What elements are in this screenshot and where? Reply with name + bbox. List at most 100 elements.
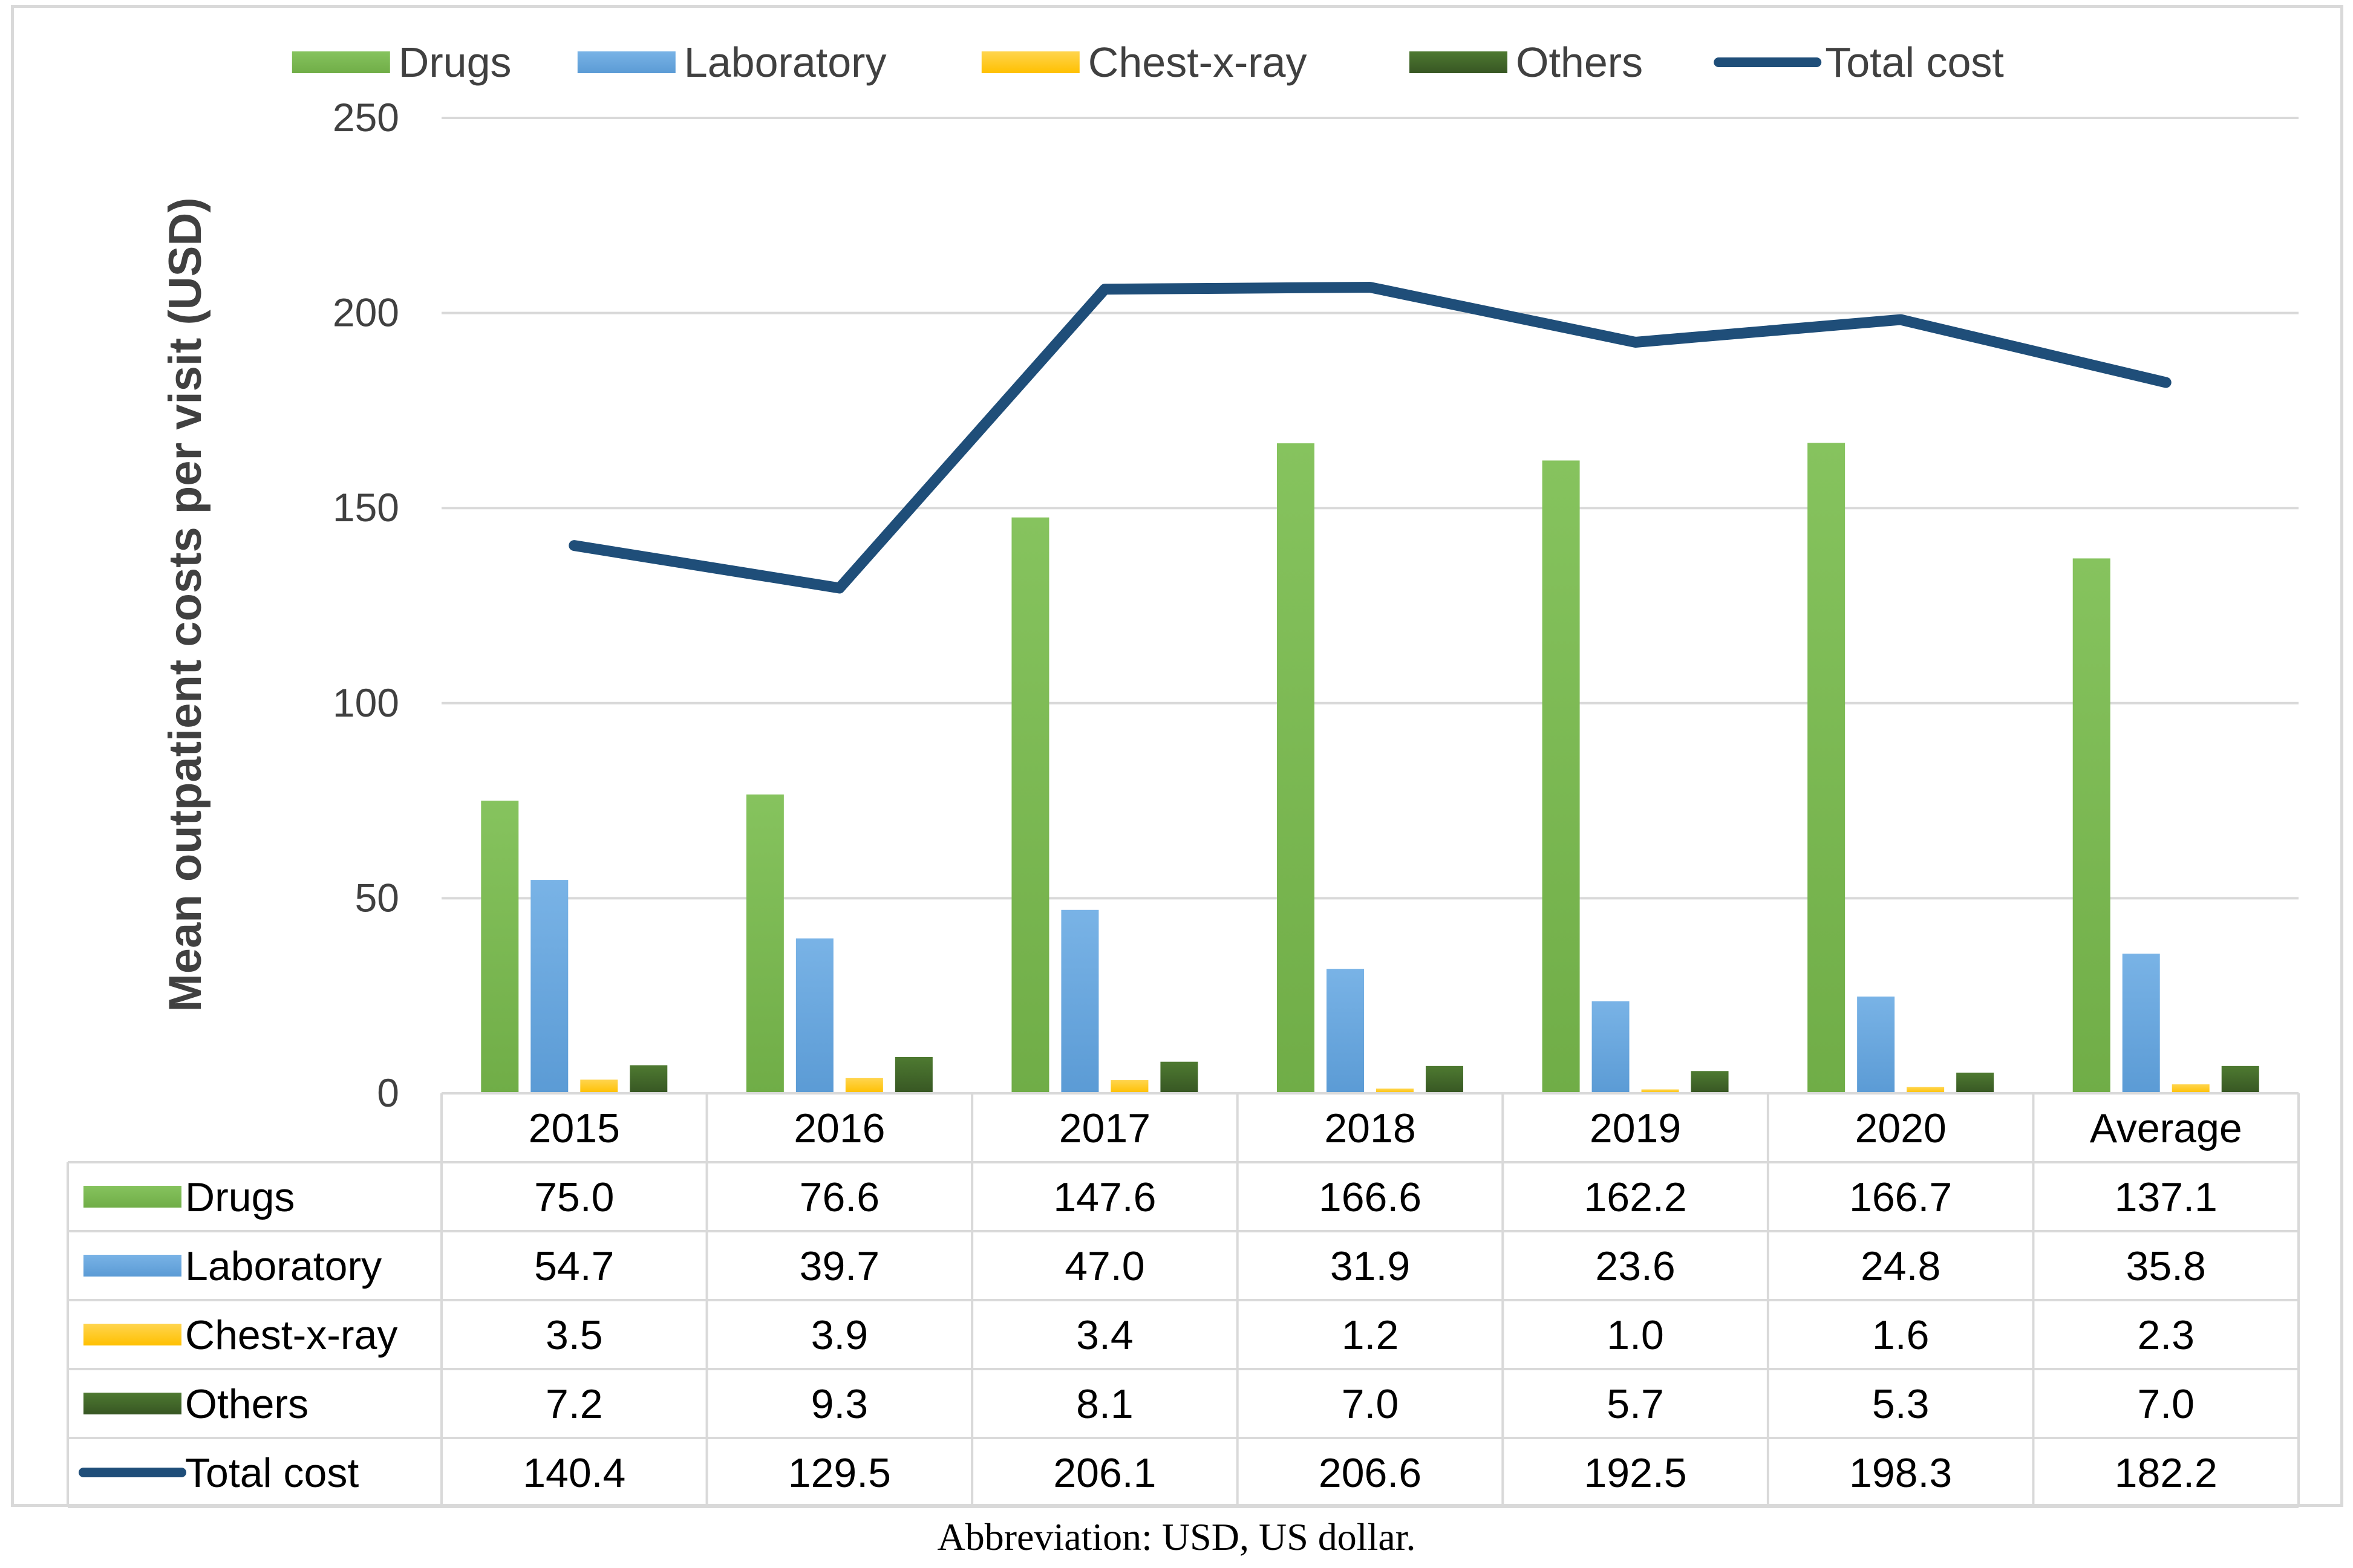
legend-item-drugs: Drugs (292, 39, 512, 86)
table-value: 39.7 (800, 1243, 880, 1289)
y-tick-label: 50 (355, 875, 399, 920)
table-value: 166.7 (1849, 1174, 1952, 1220)
x-category-label: Average (2090, 1105, 2242, 1151)
bar-chest-x-ray-2018 (1376, 1088, 1414, 1093)
legend-item-others: Others (1409, 39, 1643, 86)
data-table: Drugs 75.0 76.6 147.6 166.6 162.2 166.7 137.1 La… (67, 1092, 2300, 1508)
table-row-others: Others 7.2 9.3 8.1 7.0 5.7 5.3 7.0 (83, 1381, 2195, 1427)
y-tick-label: 250 (333, 95, 399, 140)
table-value: 76.6 (800, 1174, 880, 1220)
table-row-chest-x-ray: Chest-x-ray 3.5 3.9 3.4 1.2 1.0 1.6 2.3 (83, 1312, 2195, 1358)
y-tick-label: 200 (333, 290, 399, 335)
table-value: 206.6 (1319, 1450, 1421, 1496)
legend-label: Drugs (399, 39, 512, 86)
table-value: 8.1 (1076, 1381, 1134, 1427)
table-value: 198.3 (1849, 1450, 1952, 1496)
table-value: 129.5 (788, 1450, 891, 1496)
y-tick-label: 150 (333, 485, 399, 530)
y-tick-label: 100 (333, 680, 399, 725)
bar-others-2018 (1426, 1065, 1463, 1093)
bar-laboratory-2020 (1857, 996, 1895, 1093)
legend-item-chest-x-ray: Chest-x-ray (981, 39, 1307, 86)
table-value: 3.4 (1076, 1312, 1134, 1358)
table-value: 31.9 (1330, 1243, 1410, 1289)
table-value: 192.5 (1584, 1450, 1686, 1496)
table-value: 47.0 (1065, 1243, 1144, 1289)
table-value: 7.2 (546, 1381, 603, 1427)
legend-label: Total cost (1825, 39, 2004, 86)
chart: 0 50 100 150 200 250 Mean outpatient costs per… (67, 39, 2300, 1508)
chart-frame (11, 5, 2343, 1507)
table-value: 9.3 (811, 1381, 869, 1427)
legend-key-chest-x-ray (981, 51, 1080, 73)
legend-label: Others (1516, 39, 1643, 86)
table-key-others (83, 1393, 181, 1414)
gridlines (442, 117, 2299, 900)
bar-drugs-2015 (481, 801, 519, 1093)
table-value: 140.4 (523, 1450, 625, 1496)
bar-drugs-2018 (1277, 443, 1314, 1093)
bar-chest-x-ray-2015 (580, 1079, 618, 1093)
table-value: 7.0 (1342, 1381, 1399, 1427)
bar-chest-x-ray-2019 (1641, 1089, 1679, 1093)
y-axis-title: Mean outpatient costs per visit (USD) (160, 197, 211, 1012)
table-value: 5.7 (1607, 1381, 1664, 1427)
line-series (569, 282, 2172, 594)
legend-item-total-cost: Total cost (1714, 39, 2004, 86)
table-value: 206.1 (1053, 1450, 1156, 1496)
table-value: 162.2 (1584, 1174, 1686, 1220)
bar-drugs-2019 (1542, 460, 1580, 1093)
x-category-label: 2019 (1590, 1105, 1681, 1151)
table-value: 5.3 (1872, 1381, 1930, 1427)
x-category-label: 2020 (1855, 1105, 1947, 1151)
table-value: 24.8 (1861, 1243, 1940, 1289)
table-row-total-cost: Total cost 140.4 129.5 206.1 206.6 192.5 198.3… (79, 1450, 2218, 1496)
table-key-drugs (83, 1186, 181, 1208)
bar-others-2016 (895, 1056, 933, 1093)
table-key-chest-x-ray (83, 1324, 181, 1345)
table-series-name: Chest-x-ray (185, 1312, 397, 1358)
y-tick-label: 0 (377, 1070, 399, 1115)
bar-chest-x-ray-2017 (1111, 1080, 1149, 1093)
table-value: 147.6 (1053, 1174, 1156, 1220)
line-total-cost (569, 282, 2172, 594)
bar-laboratory-2017 (1061, 909, 1099, 1093)
legend-key-others (1409, 51, 1507, 73)
table-key-laboratory (83, 1255, 181, 1277)
table-row-drugs: Drugs 75.0 76.6 147.6 166.6 162.2 166.7 137.1 (83, 1174, 2218, 1220)
bar-others-2020 (1956, 1072, 1994, 1093)
legend-key-laboratory (577, 51, 676, 73)
bar-chest-x-ray-2016 (845, 1078, 883, 1093)
x-category-label: 2017 (1059, 1105, 1150, 1151)
table-value: 166.6 (1319, 1174, 1421, 1220)
table-value: 137.1 (2115, 1174, 2218, 1220)
table-value: 3.5 (546, 1312, 603, 1358)
table-value: 1.6 (1872, 1312, 1930, 1358)
table-value: 54.7 (534, 1243, 614, 1289)
x-category-label: 2018 (1324, 1105, 1415, 1151)
table-value: 75.0 (534, 1174, 614, 1220)
legend-key-drugs (292, 51, 390, 73)
legend-item-laboratory: Laboratory (577, 39, 886, 86)
table-value: 1.2 (1342, 1312, 1399, 1358)
bar-laboratory-2019 (1591, 1001, 1630, 1093)
table-series-name: Laboratory (185, 1243, 382, 1289)
table-value: 1.0 (1607, 1312, 1664, 1358)
table-value: 35.8 (2126, 1243, 2206, 1289)
table-value: 3.9 (811, 1312, 869, 1358)
table-series-name: Total cost (185, 1450, 359, 1496)
bar-laboratory-2018 (1327, 969, 1364, 1093)
table-value: 7.0 (2137, 1381, 2195, 1427)
bar-drugs-2017 (1011, 517, 1049, 1093)
y-axis-ticks: 0 50 100 150 200 250 (333, 95, 399, 1115)
caption: Abbreviation: USD, US dollar. (937, 1515, 1416, 1558)
table-series-name: Others (185, 1381, 308, 1427)
bar-others-2019 (1691, 1071, 1729, 1093)
bar-chest-x-ray-average (2172, 1084, 2210, 1093)
legend-label: Chest-x-ray (1088, 39, 1307, 86)
table-value: 23.6 (1595, 1243, 1675, 1289)
bar-chest-x-ray-2020 (1907, 1087, 1945, 1093)
x-axis-categories: 2015 2016 2017 2018 2019 2020 Average (529, 1105, 2242, 1151)
table-series-name: Drugs (185, 1174, 295, 1220)
bar-others-average (2221, 1065, 2259, 1093)
